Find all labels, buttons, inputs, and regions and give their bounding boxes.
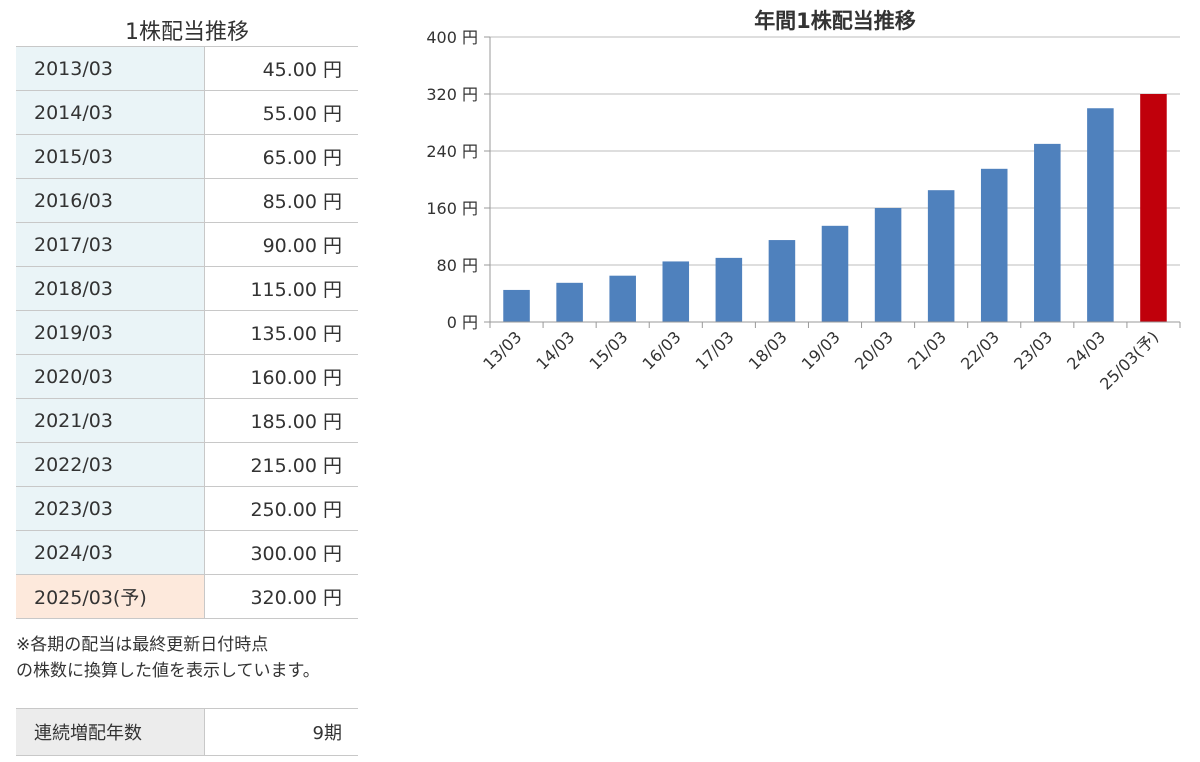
consecutive-increase-row: 連続増配年数 9期	[16, 708, 358, 756]
period-cell: 2025/03(予)	[16, 574, 205, 619]
x-tick-label: 23/03	[1010, 327, 1056, 373]
x-tick-label: 17/03	[692, 327, 738, 373]
dividend-bar	[1034, 143, 1061, 322]
dividend-bar	[662, 261, 690, 322]
amount-cell: 55.00 円	[204, 90, 358, 135]
y-tick-label: 160 円	[426, 199, 478, 218]
table-row: 2013/03 45.00 円	[16, 46, 358, 91]
dividend-bar	[503, 289, 530, 322]
x-tick-label: 18/03	[745, 327, 791, 373]
table-row: 2016/03 85.00 円	[16, 178, 358, 223]
dividend-table-title: 1株配当推移	[125, 20, 249, 45]
y-tick-label: 0 円	[447, 313, 478, 332]
table-row: 2020/03 160.00 円	[16, 354, 358, 399]
table-row: 2019/03 135.00 円	[16, 310, 358, 355]
amount-cell: 65.00 円	[204, 134, 358, 179]
period-cell: 2018/03	[16, 266, 205, 311]
dividend-bar	[927, 190, 955, 322]
table-row: 2024/03 300.00 円	[16, 530, 358, 575]
y-tick-label: 80 円	[437, 256, 478, 275]
note-line-2: の株数に換算した値を表示しています。	[16, 661, 320, 681]
x-tick-label: 21/03	[904, 327, 950, 373]
x-tick-label: 19/03	[798, 327, 844, 373]
period-cell: 2019/03	[16, 310, 205, 355]
x-tick-label: 13/03	[479, 327, 525, 373]
dividend-bar	[556, 282, 583, 322]
dividend-bar-chart: 年間1株配当推移 0 円 80 円 160 円 240 円 320 円 400 円 13/03…	[426, 9, 1181, 394]
amount-cell: 300.00 円	[204, 530, 358, 575]
period-cell: 2022/03	[16, 442, 205, 487]
dividend-history-table: 2013/03 45.00 円 2014/03 55.00 円 2015/03 65.00…	[16, 46, 358, 619]
period-cell: 2013/03	[16, 46, 205, 91]
note-line-1: ※各期の配当は最終更新日付時点	[16, 635, 269, 655]
forecast-bar	[1140, 94, 1167, 322]
table-row: 2014/03 55.00 円	[16, 90, 358, 135]
table-row: 2021/03 185.00 円	[16, 398, 358, 443]
amount-cell: 90.00 円	[204, 222, 358, 267]
dividend-bar	[768, 240, 796, 322]
amount-cell: 85.00 円	[204, 178, 358, 223]
amount-cell: 135.00 円	[204, 310, 358, 355]
period-cell: 2015/03	[16, 134, 205, 179]
amount-cell: 215.00 円	[204, 442, 358, 487]
x-tick-label: 16/03	[639, 327, 685, 373]
period-cell: 2023/03	[16, 486, 205, 531]
dividend-note: ※各期の配当は最終更新日付時点 の株数に換算した値を表示しています。	[16, 632, 376, 684]
dividend-bar	[874, 208, 902, 322]
x-tick-label: 25/03(予)	[1096, 327, 1162, 393]
y-tick-label: 320 円	[426, 85, 478, 104]
dividend-bar	[821, 225, 849, 322]
table-row: 2018/03 115.00 円	[16, 266, 358, 311]
period-cell: 2017/03	[16, 222, 205, 267]
x-tick-label: 20/03	[851, 327, 897, 373]
amount-cell: 250.00 円	[204, 486, 358, 531]
table-row: 2025/03(予) 320.00 円	[16, 574, 358, 619]
table-row: 2023/03 250.00 円	[16, 486, 358, 531]
consecutive-increase-table: 連続増配年数 9期	[16, 708, 358, 756]
amount-cell: 160.00 円	[204, 354, 358, 399]
table-row: 2015/03 65.00 円	[16, 134, 358, 179]
dividend-bar	[1087, 108, 1114, 322]
chart-title: 年間1株配当推移	[754, 9, 916, 33]
period-cell: 2020/03	[16, 354, 205, 399]
amount-cell: 45.00 円	[204, 46, 358, 91]
amount-cell: 185.00 円	[204, 398, 358, 443]
dividend-bar	[980, 168, 1008, 322]
table-row: 2017/03 90.00 円	[16, 222, 358, 267]
dividend-bar	[609, 275, 636, 322]
consecutive-increase-label: 連続増配年数	[16, 708, 205, 756]
amount-cell: 115.00 円	[204, 266, 358, 311]
dividend-bar	[715, 257, 743, 322]
period-cell: 2016/03	[16, 178, 205, 223]
x-tick-label: 15/03	[585, 327, 631, 373]
x-tick-label: 14/03	[532, 327, 578, 373]
consecutive-increase-value: 9期	[204, 708, 358, 756]
table-row: 2022/03 215.00 円	[16, 442, 358, 487]
amount-cell: 320.00 円	[204, 574, 358, 619]
period-cell: 2024/03	[16, 530, 205, 575]
x-tick-label: 22/03	[957, 327, 1003, 373]
period-cell: 2014/03	[16, 90, 205, 135]
x-tick-label: 24/03	[1063, 327, 1109, 373]
y-tick-label: 400 円	[426, 28, 478, 47]
period-cell: 2021/03	[16, 398, 205, 443]
y-tick-label: 240 円	[426, 142, 478, 161]
